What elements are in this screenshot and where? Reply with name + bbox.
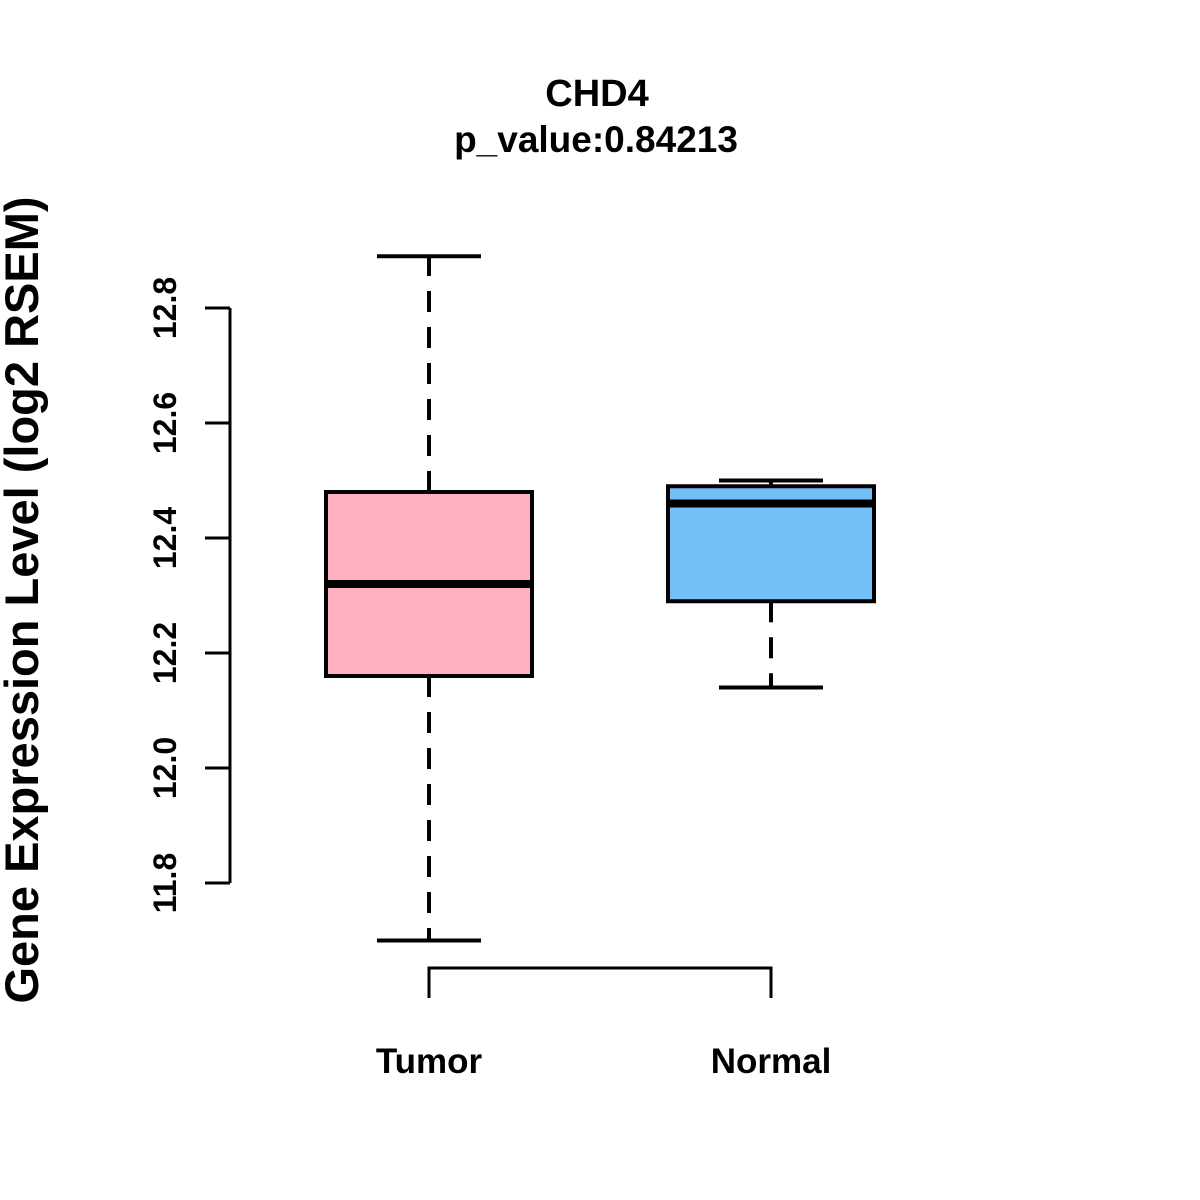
y-axis-tick-label: 12.4 [147,507,183,569]
y-axis-title: Gene Expression Level (log2 RSEM) [0,196,48,1003]
chart-title: CHD4 [545,73,648,115]
plot-layer: 11.8 12.0 12.2 12.4 12.6 12.8 [147,254,876,998]
y-axis-tick-label: 12.6 [147,392,183,454]
chart-subtitle: p_value:0.84213 [454,119,738,160]
x-category-label-normal: Normal [711,1042,832,1081]
y-axis-tick-label: 11.8 [147,853,183,914]
x-axis-bracket [427,966,773,998]
y-axis-tick-label: 12.2 [147,622,183,684]
x-category-label-tumor: Tumor [376,1042,483,1081]
y-axis-tick-label: 12.8 [147,277,183,339]
y-axis-tick-label: 12.0 [147,737,183,799]
